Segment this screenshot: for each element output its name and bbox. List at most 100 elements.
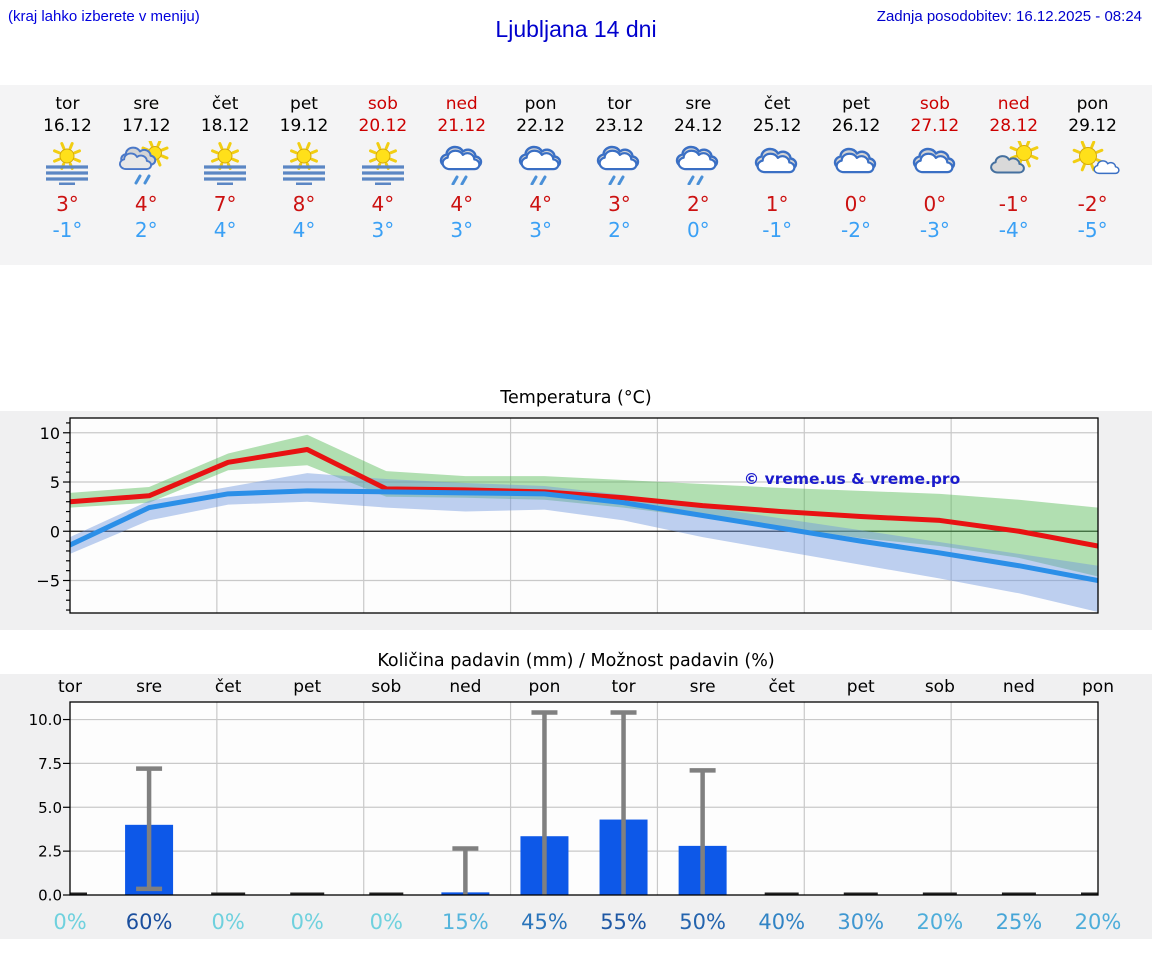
forecast-day-column: tor 16.12 3° -1°: [28, 93, 107, 265]
spacer: [0, 265, 1152, 385]
max-temperature-line: [70, 447, 1098, 549]
forecast-days-strip: tor 16.12 3° -1° sre 17.12 4° 2° čet 18.…: [0, 85, 1152, 265]
forecast-day-column: ned 28.12 -1° -4°: [974, 93, 1053, 265]
gap: [0, 630, 1152, 648]
day-date: 25.12: [752, 116, 802, 136]
day-name: ned: [997, 94, 1030, 114]
sun-fog-icon: [28, 139, 107, 187]
precip-day-label: sob: [925, 677, 955, 697]
precipitation-chart-svg: tor sre čet pet sob ned pon tor sre čet pet sob ned p…: [29, 677, 1122, 934]
day-date: 20.12: [358, 116, 408, 136]
day-low-temp: 2°: [134, 218, 158, 242]
rain-icon: [501, 139, 580, 187]
precipitation-chart-title: Količina padavin (mm) / Možnost padavin …: [377, 651, 775, 671]
forecast-day-column: sre 17.12 4° 2°: [107, 93, 186, 265]
precip-error-bars: [136, 710, 716, 895]
day-low-temp: 2°: [608, 218, 631, 242]
cloudy-icon: [817, 139, 896, 187]
day-high-temp: 3°: [56, 192, 79, 216]
max-temp-uncertainty-band: [70, 434, 1098, 577]
precip-day-label: pon: [528, 677, 560, 697]
day-name: tor: [607, 94, 632, 114]
day-high-temp: 2°: [686, 192, 710, 216]
min-temp-uncertainty-band: [70, 473, 1098, 613]
precip-day-label: ned: [449, 677, 481, 697]
forecast-day-column: pon 29.12 -2° -5°: [1053, 93, 1132, 265]
cloud-sun-icon: [974, 139, 1053, 187]
forecast-day-column: pet 26.12 0° -2°: [817, 93, 896, 265]
temp-ytick-label: 0: [50, 522, 60, 541]
day-date: 27.12: [910, 116, 960, 136]
day-date: 22.12: [516, 116, 565, 136]
sun-cloud-small-icon: [1053, 139, 1132, 187]
day-name: tor: [55, 94, 80, 114]
day-date: 28.12: [989, 116, 1039, 136]
day-low-temp: -3°: [919, 218, 950, 242]
precip-zero-tick: [1001, 892, 1036, 895]
day-low-temp: 0°: [686, 218, 710, 242]
choose-location-link[interactable]: (kraj lahko izberete v meniju): [8, 8, 200, 25]
day-date: 19.12: [279, 116, 329, 136]
forecast-day-column: ned 21.12 4° 3°: [422, 93, 501, 265]
day-high-temp: -2°: [1077, 192, 1108, 216]
rain-icon: [580, 139, 659, 187]
forecast-day-column: čet 25.12 1° -1°: [738, 93, 817, 265]
precip-day-label: sre: [136, 677, 162, 697]
day-name: sob: [919, 94, 950, 114]
day-name: čet: [763, 94, 791, 114]
precip-day-label: pet: [293, 677, 321, 697]
precip-day-label: pon: [1082, 677, 1114, 697]
precip-probability-label: 0%: [211, 910, 244, 934]
precip-ytick-label: 5.0: [38, 799, 62, 817]
precip-probability-label: 25%: [996, 910, 1043, 934]
precip-day-label: sre: [690, 677, 716, 697]
day-high-temp: 0°: [844, 192, 868, 216]
temp-ytick-label: −5: [36, 572, 60, 591]
watermark-text: © vreme.us & vreme.pro: [744, 470, 960, 488]
forecast-day-column: tor 23.12 3° 2°: [580, 93, 659, 265]
precip-probability-row: 0% 60% 0% 0% 0% 15% 45% 55% 50% 40% 30% 20% 25% 20%: [53, 910, 1121, 934]
day-high-temp: 0°: [923, 192, 947, 216]
precip-ytick-label: 10.0: [29, 711, 62, 729]
precip-probability-label: 50%: [679, 910, 726, 934]
day-date: 29.12: [1068, 116, 1117, 136]
day-date: 18.12: [200, 116, 250, 136]
precip-probability-label: 40%: [758, 910, 805, 934]
day-low-temp: -1°: [52, 218, 83, 242]
day-name: ned: [445, 94, 478, 114]
precip-probability-label: 45%: [521, 910, 568, 934]
day-high-temp: 1°: [765, 192, 789, 216]
day-date: 21.12: [437, 116, 487, 136]
day-low-temp: 3°: [371, 218, 395, 242]
precip-ytick-label: 7.5: [38, 755, 62, 773]
day-name: sre: [133, 94, 160, 114]
day-low-temp: 3°: [450, 218, 474, 242]
day-name: pet: [842, 94, 870, 114]
precip-day-label: tor: [612, 677, 636, 697]
day-high-temp: 8°: [292, 192, 316, 216]
day-low-temp: 4°: [292, 218, 316, 242]
precip-zero-tick: [211, 892, 246, 895]
precip-day-label: ned: [1003, 677, 1035, 697]
day-high-temp: 4°: [134, 192, 158, 216]
precip-zero-tick: [1081, 892, 1098, 895]
day-high-temp: 4°: [450, 192, 474, 216]
day-date: 16.12: [43, 116, 92, 136]
day-name: sre: [685, 94, 712, 114]
precipitation-chart-section: tor sre čet pet sob ned pon tor sre čet pet sob ned p…: [0, 674, 1152, 939]
precip-probability-label: 30%: [837, 910, 884, 934]
cloudy-icon: [738, 139, 817, 187]
day-name: čet: [211, 94, 239, 114]
precip-day-label: čet: [768, 677, 795, 697]
day-low-temp: -4°: [998, 218, 1029, 242]
precip-probability-label: 55%: [600, 910, 647, 934]
rain-icon: [659, 139, 738, 187]
forecast-day-column: sob 27.12 0° -3°: [895, 93, 974, 265]
precip-probability-label: 60%: [126, 910, 173, 934]
forecast-day-column: sob 20.12 4° 3°: [343, 93, 422, 265]
precip-probability-label: 20%: [917, 910, 964, 934]
day-high-temp: -1°: [998, 192, 1029, 216]
day-name: pet: [290, 94, 318, 114]
forecast-day-column: čet 18.12 7° 4°: [186, 93, 265, 265]
